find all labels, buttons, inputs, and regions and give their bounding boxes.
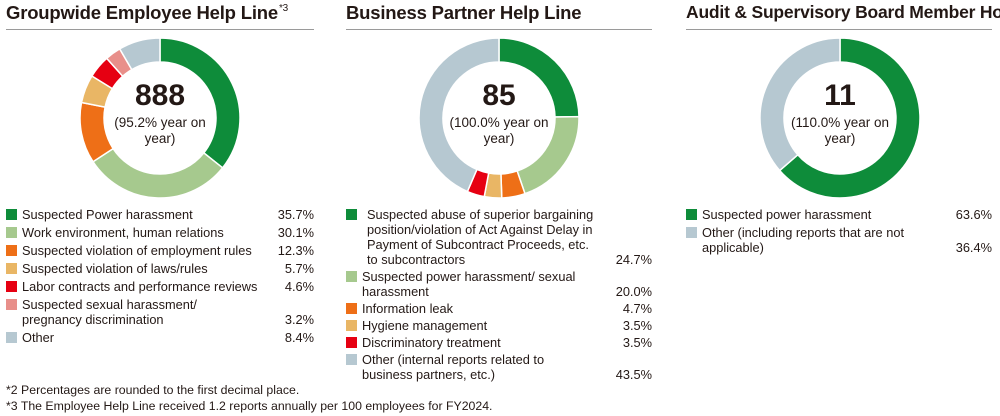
donut-slice [759,37,841,172]
legend-percentage: 63.6% [955,207,992,222]
donut-chart-audit-hotline [759,37,921,199]
legend-label: Suspected power harassment [702,207,872,222]
legend-percentage: 5.7% [284,261,314,276]
legend-swatch [6,209,17,220]
legend-percentage: 43.5% [615,367,652,382]
legend-business-partner: Suspected abuse of superior bargaining p… [346,207,652,384]
legend-label: Suspected violation of employment rules [22,243,252,258]
year-on-year: (100.0% year on year) [449,115,549,146]
legend-item: Suspected power harassment 63.6% [686,207,992,222]
legend-percentage: 4.7% [622,301,652,316]
legend-percentage: 8.4% [284,330,314,345]
chart-title: Audit & Supervisory Board Member Hotline [686,2,1000,22]
chart-title: Business Partner Help Line [346,2,582,23]
legend-item: Information leak 4.7% [346,301,652,316]
legend-label: Suspected sexual harassment/ pregnancy d… [22,297,197,327]
legend-swatch [6,281,17,292]
donut-center: 85 (100.0% year on year) [424,80,574,147]
legend-item: Suspected power harassment/ sexual haras… [346,269,652,299]
legend-percentage: 3.5% [622,335,652,350]
donut-slice [778,37,921,199]
legend-swatch [6,263,17,274]
donut-slice [118,37,161,71]
legend-audit-hotline: Suspected power harassment 63.6% Other (in… [686,207,992,258]
legend-item: Suspected abuse of superior bargaining p… [346,207,652,267]
legend-label: Discriminatory treatment [362,335,501,350]
legend-swatch [346,303,357,314]
legend-label: Suspected power harassment/ sexual haras… [362,269,576,299]
legend-item: Other (internal reports related to busin… [346,352,652,382]
legend-label: Other (internal reports related to busin… [362,352,545,382]
legend-swatch [346,354,357,365]
footnote: *3 The Employee Help Line received 1.2 r… [6,399,493,413]
legend-swatch [686,209,697,220]
legend-label: Other [22,330,55,345]
legend-percentage: 30.1% [277,225,314,240]
legend-swatch [346,320,357,331]
legend-percentage: 35.7% [277,207,314,222]
legend-label: Work environment, human relations [22,225,224,240]
donut-center: 11 (110.0% year on year) [765,80,915,147]
chart-title: Groupwide Employee Help Line*3 [6,2,289,23]
legend-label: Suspected Power harassment [22,207,193,222]
legend-label: Other (including reports that are not ap… [702,225,905,255]
legend-swatch [346,337,357,348]
legend-label: Labor contracts and performance reviews [22,279,258,294]
legend-label: Suspected violation of laws/rules [22,261,208,276]
legend-employee: Suspected Power harassment 35.7% Work envi… [6,207,314,348]
legend-swatch [6,245,17,256]
legend-swatch [346,271,357,282]
donut-slice [418,37,500,193]
donut-center: 888 (95.2% year on year) [85,80,235,147]
legend-percentage: 36.4% [955,240,992,255]
donut-chart-employee [79,37,241,199]
legend-label: Suspected abuse of superior bargaining p… [367,207,594,267]
legend-item: Suspected violation of employment rules 1… [6,243,314,258]
legend-label: Hygiene management [362,318,488,333]
title-rule [686,29,992,30]
legend-percentage: 20.0% [615,284,652,299]
legend-item: Suspected Power harassment 35.7% [6,207,314,222]
footnotes: *2 Percentages are rounded to the first … [6,382,492,414]
legend-item: Labor contracts and performance reviews 4… [6,279,314,294]
legend-swatch [6,299,17,310]
title-rule [346,29,652,30]
footnote: *2 Percentages are rounded to the first … [6,383,300,397]
legend-percentage: 3.5% [622,318,652,333]
donut-chart-business-partner [418,37,580,199]
total-count: 85 [482,79,516,112]
legend-swatch [686,227,697,238]
legend-swatch [6,227,17,238]
legend-item: Hygiene management 3.5% [346,318,652,333]
title-rule [6,29,314,30]
legend-swatch [346,209,357,220]
legend-percentage: 12.3% [277,243,314,258]
legend-item: Other (including reports that are not ap… [686,225,992,255]
legend-item: Work environment, human relations 30.1% [6,225,314,240]
legend-label: Information leak [362,301,454,316]
legend-item: Suspected sexual harassment/ pregnancy d… [6,297,314,327]
legend-percentage: 4.6% [284,279,314,294]
year-on-year: (95.2% year on year) [114,115,206,146]
legend-item: Suspected violation of laws/rules 5.7% [6,261,314,276]
total-count: 888 [134,79,186,112]
legend-percentage: 3.2% [284,312,314,327]
total-count: 11 [824,79,856,112]
year-on-year: (110.0% year on year) [790,115,890,146]
legend-percentage: 24.7% [615,252,652,267]
legend-item: Discriminatory treatment 3.5% [346,335,652,350]
legend-item: Other 8.4% [6,330,314,345]
donut-slice [91,147,224,199]
legend-swatch [6,332,17,343]
